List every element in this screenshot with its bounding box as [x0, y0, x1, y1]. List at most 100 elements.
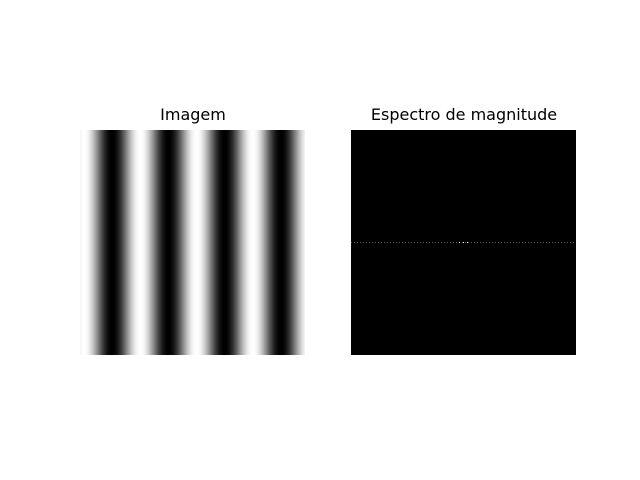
image-pixel-column: [282, 130, 284, 355]
image-pixel-column: [207, 130, 209, 355]
image-pixel-column: [180, 130, 182, 355]
image-pixel-column: [291, 130, 293, 355]
image-pixel-column: [252, 130, 254, 355]
image-pixel-column: [241, 130, 243, 355]
image-pixel-column: [181, 130, 183, 355]
image-pixel-column: [226, 130, 228, 355]
image-pixel-column: [250, 130, 252, 355]
spectrum-line-dot: [351, 242, 352, 243]
image-pixel-column: [211, 130, 213, 355]
image-pixel-column: [110, 130, 112, 355]
image-pixel-column: [92, 130, 94, 355]
image-pixel-column: [114, 130, 116, 355]
image-pixel-column: [301, 130, 303, 355]
image-pixel-column: [143, 130, 145, 355]
image-pixel-column: [281, 130, 283, 355]
image-pixel-column: [115, 130, 117, 355]
image-pixel-column: [296, 130, 298, 355]
image-pixel-column: [256, 130, 258, 355]
image-pixel-column: [149, 130, 151, 355]
image-pixel-column: [193, 130, 195, 355]
spectrum-line-dot: [405, 242, 406, 243]
image-pixel-column: [108, 130, 110, 355]
image-pixel-column: [176, 130, 178, 355]
image-pixel-column: [206, 130, 208, 355]
image-pixel-column: [170, 130, 172, 355]
image-pixel-column: [192, 130, 194, 355]
spectrum-line-dot: [429, 242, 430, 243]
spectrum-line-dot: [498, 242, 499, 243]
image-pixel-column: [304, 130, 305, 355]
spectrum-line-dot: [393, 242, 394, 243]
image-pixel-column: [260, 130, 262, 355]
image-pixel-column: [157, 130, 159, 355]
spectrum-line-dot: [450, 242, 451, 243]
spectrum-line-dot: [471, 242, 472, 243]
image-pixel-column: [87, 130, 89, 355]
spectrum-line-dot: [549, 242, 550, 243]
image-pixel-column: [145, 130, 147, 355]
image-pixel-column: [188, 130, 190, 355]
image-pixel-column: [280, 130, 282, 355]
image-pixel-column: [117, 130, 119, 355]
image-pixel-column: [163, 130, 165, 355]
image-pixel-column: [171, 130, 173, 355]
spectrum-line-dot: [381, 242, 382, 243]
image-pixel-column: [133, 130, 135, 355]
image-pixel-column: [299, 130, 301, 355]
image-pixel-column: [287, 130, 289, 355]
image-pixel-column: [208, 130, 210, 355]
spectrum-peak: [459, 242, 460, 243]
spectrum-line-dot: [573, 242, 574, 243]
image-pixel-column: [247, 130, 249, 355]
spectrum-line-dot: [390, 242, 391, 243]
image-pixel-column: [99, 130, 101, 355]
spectrum-line-dot: [369, 242, 370, 243]
image-pixel-column: [172, 130, 174, 355]
spectrum-line-dot: [537, 242, 538, 243]
image-pixel-column: [85, 130, 87, 355]
spectrum-line-dot: [492, 242, 493, 243]
image-pixel-column: [102, 130, 104, 355]
spectrum-line-dot: [444, 242, 445, 243]
spectrum-line-dot: [486, 242, 487, 243]
spectrum-line-dot: [546, 242, 547, 243]
image-pixel-column: [155, 130, 157, 355]
image-pixel-column: [148, 130, 150, 355]
image-pixel-column: [292, 130, 294, 355]
image-pixel-column: [122, 130, 124, 355]
image-pixel-column: [159, 130, 161, 355]
spectrum-line-dot: [462, 242, 463, 243]
image-pixel-column: [279, 130, 281, 355]
image-pixel-column: [113, 130, 115, 355]
image-pixel-column: [237, 130, 239, 355]
image-pixel-column: [158, 130, 160, 355]
spectrum-line-dot: [453, 242, 454, 243]
image-pixel-column: [82, 130, 84, 355]
spectrum-line-dot: [468, 242, 469, 243]
image-pixel-column: [95, 130, 97, 355]
image-pixel-column: [97, 130, 99, 355]
image-pixel-column: [194, 130, 196, 355]
image-pixel-column: [136, 130, 138, 355]
image-pixel-column: [104, 130, 106, 355]
image-panel-title: Imagem: [160, 105, 226, 124]
image-pixel-column: [278, 130, 280, 355]
image-pixel-column: [127, 130, 129, 355]
image-pixel-column: [274, 130, 276, 355]
image-pixel-column: [225, 130, 227, 355]
image-pixel-column: [217, 130, 219, 355]
image-pixel-column: [128, 130, 130, 355]
spectrum-line-dot: [372, 242, 373, 243]
image-pixel-column: [103, 130, 105, 355]
image-pixel-column: [106, 130, 108, 355]
spectrum-line-dot: [456, 242, 457, 243]
spectrum-peak: [467, 242, 468, 243]
image-pixel-column: [236, 130, 238, 355]
spectrum-line-dot: [387, 242, 388, 243]
image-pixel-column: [107, 130, 109, 355]
image-pixel-column: [275, 130, 277, 355]
spectrum-line-dot: [528, 242, 529, 243]
image-pixel-column: [196, 130, 198, 355]
